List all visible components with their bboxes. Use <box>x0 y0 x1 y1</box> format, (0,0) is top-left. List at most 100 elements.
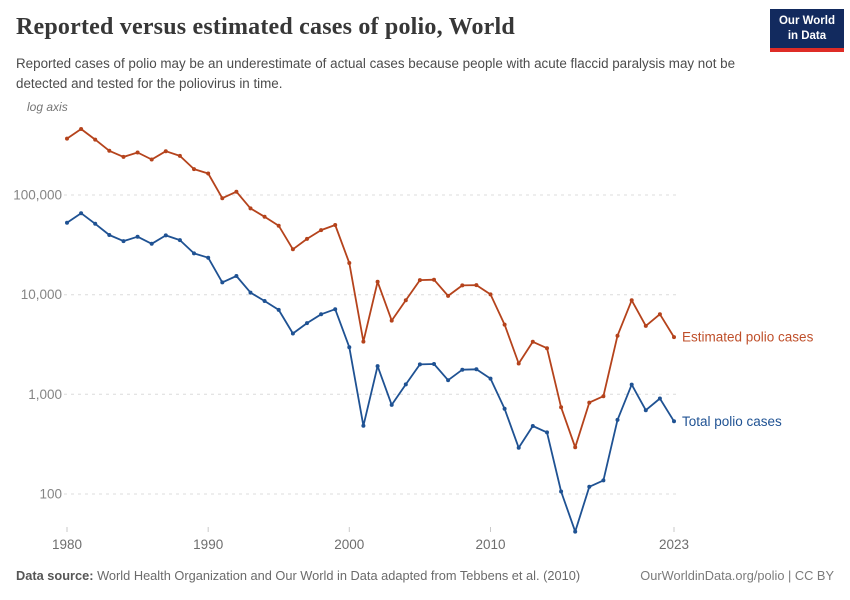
data-point-estimated <box>276 223 281 228</box>
data-point-total <box>629 382 634 387</box>
data-point-estimated <box>474 283 479 288</box>
data-point-estimated <box>488 292 493 297</box>
data-point-estimated <box>672 335 676 340</box>
data-point-total <box>290 331 295 336</box>
data-point-estimated <box>657 312 662 317</box>
data-point-estimated <box>375 279 380 284</box>
data-point-total <box>432 362 436 366</box>
data-point-total <box>530 424 535 428</box>
data-point-total <box>361 423 366 428</box>
data-point-estimated <box>234 189 239 194</box>
data-point-estimated <box>333 223 338 227</box>
data-point-estimated <box>248 206 253 211</box>
series-label-total: Total polio cases <box>682 414 782 429</box>
data-point-total <box>587 484 592 489</box>
data-source-text: World Health Organization and Our World … <box>93 568 581 583</box>
data-point-total <box>319 312 324 317</box>
data-point-total <box>615 417 620 422</box>
data-point-estimated <box>93 137 98 142</box>
x-tick-label: 1980 <box>52 537 82 552</box>
data-point-estimated <box>502 322 507 327</box>
owid-logo-line2: in Data <box>787 29 827 42</box>
series-line-estimated <box>66 128 675 449</box>
data-point-estimated <box>192 167 196 172</box>
data-point-estimated <box>135 150 140 155</box>
data-source: Data source: World Health Organization a… <box>16 568 580 583</box>
data-point-total <box>234 274 239 278</box>
data-point-total <box>559 489 564 494</box>
y-tick-label: 10,000 <box>21 287 62 302</box>
data-point-total <box>417 362 422 367</box>
data-point-estimated <box>601 394 606 399</box>
y-tick-label: 1,000 <box>28 387 62 402</box>
data-point-total <box>220 280 225 285</box>
data-point-estimated <box>389 318 394 323</box>
data-point-estimated <box>262 214 267 219</box>
data-point-estimated <box>121 154 126 159</box>
data-point-total <box>206 255 211 260</box>
data-point-total <box>643 408 648 413</box>
data-point-total <box>192 251 196 256</box>
data-point-estimated <box>177 153 182 158</box>
data-point-total <box>389 402 394 407</box>
log-axis-label: log axis <box>27 100 68 114</box>
data-point-total <box>93 221 98 226</box>
data-point-estimated <box>79 127 84 131</box>
data-point-total <box>657 396 662 401</box>
data-point-estimated <box>107 148 112 153</box>
data-point-total <box>107 233 112 237</box>
data-point-total <box>516 445 521 450</box>
data-point-estimated <box>417 278 422 283</box>
data-point-total <box>248 290 253 295</box>
data-point-total <box>262 299 267 303</box>
data-point-estimated <box>615 333 620 338</box>
data-point-total <box>403 382 408 387</box>
data-point-estimated <box>629 298 634 303</box>
x-tick-label: 2023 <box>659 537 689 552</box>
data-point-total <box>545 430 549 435</box>
data-point-estimated <box>446 293 451 298</box>
y-tick-label: 100 <box>39 487 62 502</box>
data-point-total <box>163 233 168 238</box>
data-point-estimated <box>643 323 648 328</box>
data-point-estimated <box>403 298 408 303</box>
data-source-label: Data source: <box>16 568 94 583</box>
data-point-estimated <box>460 283 465 288</box>
data-point-estimated <box>206 171 211 176</box>
data-point-estimated <box>163 149 168 154</box>
data-point-total <box>121 239 126 244</box>
data-point-estimated <box>545 346 549 351</box>
data-point-total <box>135 234 140 239</box>
data-point-total <box>460 367 465 372</box>
data-point-estimated <box>305 236 309 241</box>
x-tick-label: 2000 <box>334 537 364 552</box>
data-point-total <box>305 321 309 326</box>
chart-subtitle: Reported cases of polio may be an undere… <box>16 56 736 92</box>
data-point-total <box>65 220 69 225</box>
data-point-estimated <box>530 339 535 344</box>
data-point-estimated <box>361 339 366 344</box>
y-tick-label: 100,000 <box>13 188 62 203</box>
series-line-total <box>66 212 675 533</box>
data-point-total <box>149 241 154 246</box>
data-point-estimated <box>220 196 225 201</box>
data-point-estimated <box>290 247 295 252</box>
data-point-estimated <box>559 405 564 410</box>
data-point-estimated <box>347 261 352 265</box>
data-point-total <box>347 345 352 350</box>
data-point-total <box>446 378 451 383</box>
owid-logo-line1: Our World <box>778 15 835 27</box>
data-point-estimated <box>65 136 69 141</box>
data-point-estimated <box>573 445 578 450</box>
owid-logo[interactable]: Our World in Data <box>769 9 844 52</box>
data-point-estimated <box>587 400 592 405</box>
data-point-total <box>672 419 676 424</box>
data-point-total <box>488 376 493 381</box>
data-point-total <box>573 529 578 534</box>
data-point-estimated <box>432 277 436 282</box>
data-point-total <box>276 307 281 312</box>
credit-link[interactable]: OurWorldinData.org/polio | CC BY <box>640 568 834 583</box>
data-point-estimated <box>149 157 154 162</box>
